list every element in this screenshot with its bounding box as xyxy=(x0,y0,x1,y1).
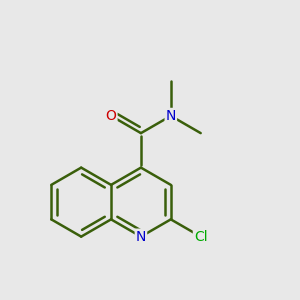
Text: O: O xyxy=(106,109,116,123)
Text: Cl: Cl xyxy=(194,230,208,244)
Text: N: N xyxy=(166,109,176,123)
Text: N: N xyxy=(136,230,146,244)
